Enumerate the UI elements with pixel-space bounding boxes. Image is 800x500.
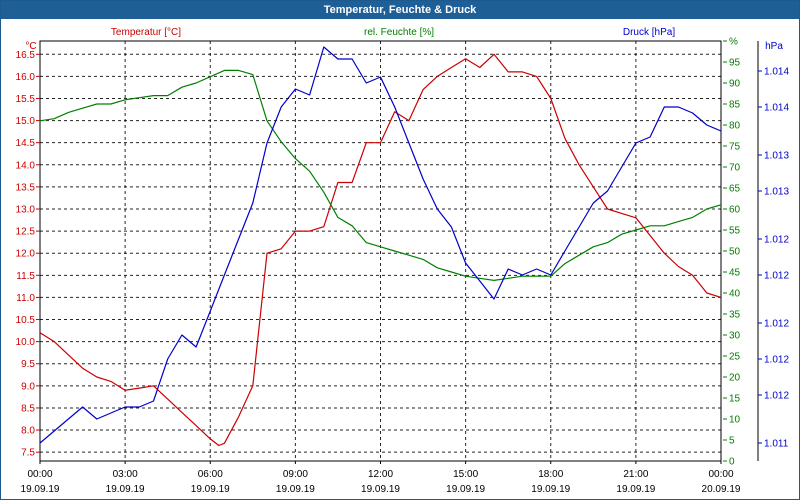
pressure-tick-label: 1.014	[764, 103, 789, 114]
temperature-tick-label: 7.5	[21, 448, 35, 459]
pressure-tick-label: 1.013	[764, 151, 789, 162]
date-tick-label: 19.09.19	[616, 484, 655, 495]
humidity-tick-label: 10	[729, 415, 741, 426]
legend-temperature: Temperatur [°C]	[111, 27, 181, 38]
humidity-tick-label: 85	[729, 100, 741, 111]
temperature-tick-label: 13.0	[16, 205, 36, 216]
temperature-tick-label: 15.0	[16, 116, 36, 127]
temperature-tick-label: 15.5	[16, 94, 36, 105]
temperature-tick-label: 11.0	[16, 293, 35, 304]
date-tick-label: 19.09.19	[531, 484, 570, 495]
temperature-axis: 7.5 8.0 8.5 9.0 9.5 10.0 10.5 11.0 11.5 12.0 12.5 1…	[16, 50, 40, 459]
temperature-tick-label: 9.5	[21, 359, 35, 370]
humidity-tick-label: 65	[729, 184, 741, 195]
unit-label-pressure: hPa	[765, 41, 783, 52]
temperature-tick-label: 10.0	[16, 337, 36, 348]
humidity-tick-label: 70	[729, 163, 741, 174]
pressure-tick-label: 1.012	[764, 319, 789, 330]
time-tick-label: 03:00	[113, 469, 138, 480]
humidity-tick-label: %	[729, 37, 738, 48]
humidity-tick-label: 95	[729, 58, 741, 69]
window-title: Temperatur, Feuchte & Druck	[1, 1, 799, 19]
temperature-tick-label: 12.0	[16, 249, 36, 260]
humidity-tick-label: 45	[729, 268, 741, 279]
temperature-tick-label: 11.5	[16, 271, 35, 282]
humidity-tick-label: 30	[729, 331, 741, 342]
humidity-tick-label: 35	[729, 310, 741, 321]
pressure-tick-label: 1.012	[764, 235, 789, 246]
axes	[39, 40, 759, 462]
time-tick-label: 21:00	[623, 469, 648, 480]
date-tick-label: 19.09.19	[106, 484, 145, 495]
humidity-tick-label: 0	[729, 457, 735, 468]
time-tick-label: 12:00	[368, 469, 393, 480]
time-tick-label: 00:00	[27, 469, 52, 480]
humidity-series-line	[39, 69, 722, 281]
pressure-axis: 1.011 1.012 1.012 1.012 1.012 1.012 1.013 1.013…	[758, 67, 789, 450]
humidity-tick-label: 80	[729, 121, 741, 132]
date-tick-label: 19.09.19	[276, 484, 315, 495]
pressure-tick-label: 1.012	[764, 271, 789, 282]
time-tick-label: 09:00	[283, 469, 308, 480]
legend-humidity: rel. Feuchte [%]	[364, 27, 434, 38]
temperature-tick-label: 16.0	[16, 72, 36, 83]
humidity-tick-label: 50	[729, 247, 741, 258]
temperature-tick-label: 14.5	[16, 138, 36, 149]
time-tick-label: 00:00	[708, 469, 733, 480]
humidity-tick-label: 75	[729, 142, 741, 153]
pressure-tick-label: 1.012	[764, 391, 789, 402]
humidity-tick-label: 55	[729, 226, 741, 237]
temperature-tick-label: 10.5	[16, 315, 36, 326]
temperature-tick-label: 9.0	[21, 381, 35, 392]
temperature-tick-label: 16.5	[16, 50, 36, 61]
pressure-tick-label: 1.011	[764, 439, 789, 450]
pressure-tick-label: 1.013	[764, 187, 789, 198]
temperature-series-line	[39, 53, 722, 447]
humidity-tick-label: 20	[729, 373, 741, 384]
unit-label-temperature: °C	[25, 41, 36, 52]
series-group	[39, 46, 722, 447]
pressure-series-line	[39, 46, 722, 444]
temperature-tick-label: 13.5	[16, 182, 36, 193]
date-tick-label: 20.09.19	[702, 484, 741, 495]
time-tick-label: 18:00	[538, 469, 563, 480]
temperature-tick-label: 12.5	[16, 227, 36, 238]
humidity-axis: 0 5 10 15 20 25 30 35 40 45 50 55 60 65 70 75 80 85 90 95%	[723, 37, 741, 468]
humidity-tick-label: 5	[729, 436, 735, 447]
humidity-tick-label: 15	[729, 394, 741, 405]
date-tick-label: 19.09.19	[191, 484, 230, 495]
temperature-tick-label: 14.0	[16, 160, 36, 171]
temperature-tick-label: 8.5	[21, 403, 35, 414]
humidity-tick-label: 25	[729, 352, 741, 363]
pressure-tick-label: 1.012	[764, 355, 789, 366]
humidity-tick-label: 60	[729, 205, 741, 216]
time-tick-label: 06:00	[198, 469, 223, 480]
date-tick-label: 19.09.19	[361, 484, 400, 495]
time-axis: 00:00 19.09.19 03:00 19.09.19 06:00 19.09.19 0…	[21, 461, 741, 495]
date-tick-label: 19.09.19	[446, 484, 485, 495]
date-tick-label: 19.09.19	[21, 484, 60, 495]
grid	[40, 41, 721, 461]
legend-pressure: Druck [hPa]	[623, 27, 675, 38]
humidity-tick-label: 40	[729, 289, 741, 300]
temperature-tick-label: 8.0	[21, 426, 35, 437]
humidity-tick-label: 90	[729, 79, 741, 90]
pressure-tick-label: 1.014	[764, 67, 789, 78]
time-tick-label: 15:00	[453, 469, 478, 480]
